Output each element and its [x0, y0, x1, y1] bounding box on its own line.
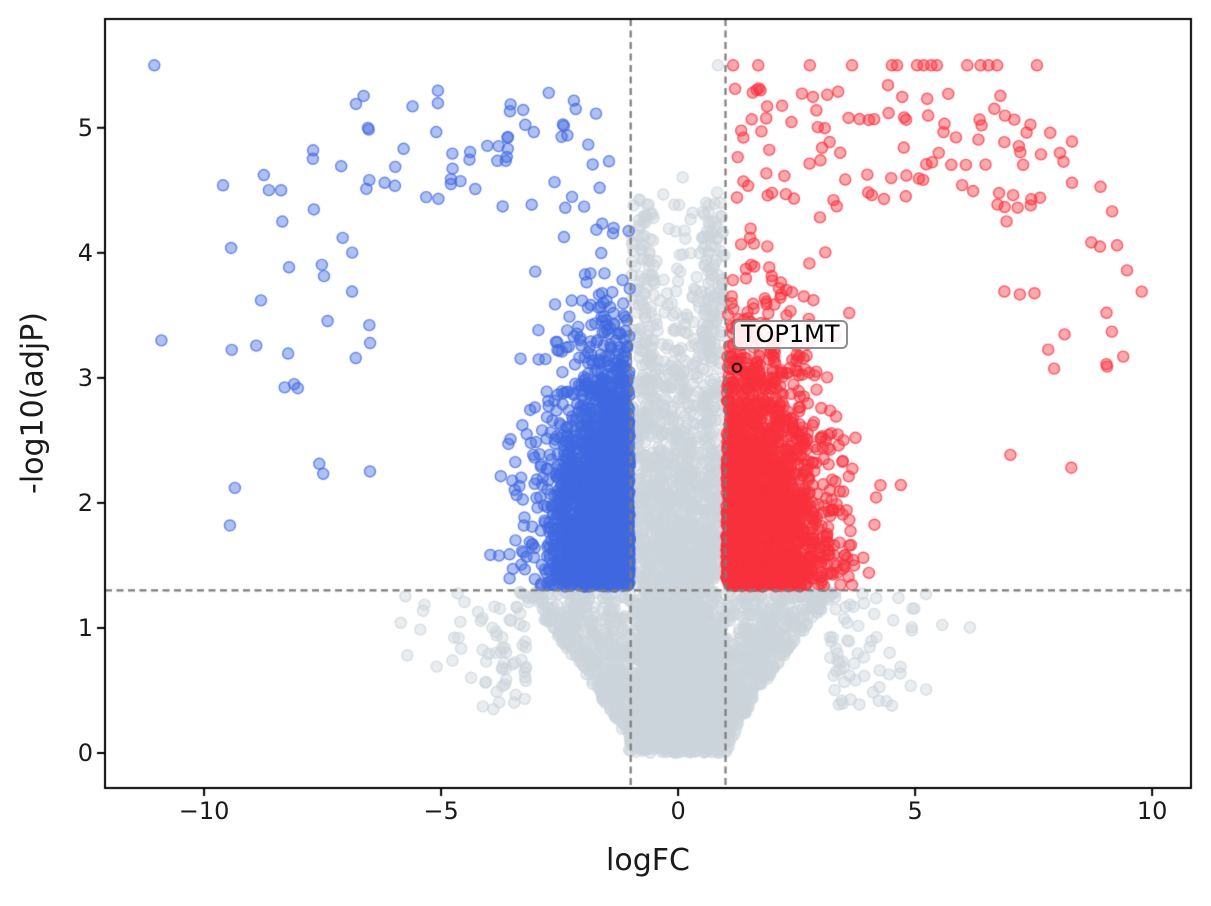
y-tick-label: 3 [77, 363, 93, 392]
x-tick-label: 5 [907, 797, 923, 825]
y-tick-label: 4 [77, 238, 93, 267]
gene-annotation-label: TOP1MT [732, 319, 848, 349]
y-axis-label: -log10(adjP) [15, 312, 51, 494]
y-tick-label: 1 [77, 613, 93, 642]
y-tick-label: 5 [77, 113, 93, 142]
y-tick-label: 2 [77, 488, 93, 517]
x-axis-label: logFC [606, 843, 690, 878]
x-tick-label: −5 [423, 797, 459, 825]
x-tick-label: 10 [1136, 797, 1168, 825]
y-tick-label: 0 [77, 738, 93, 767]
x-tick-label: −10 [178, 797, 230, 825]
x-tick-label: 0 [670, 797, 686, 825]
